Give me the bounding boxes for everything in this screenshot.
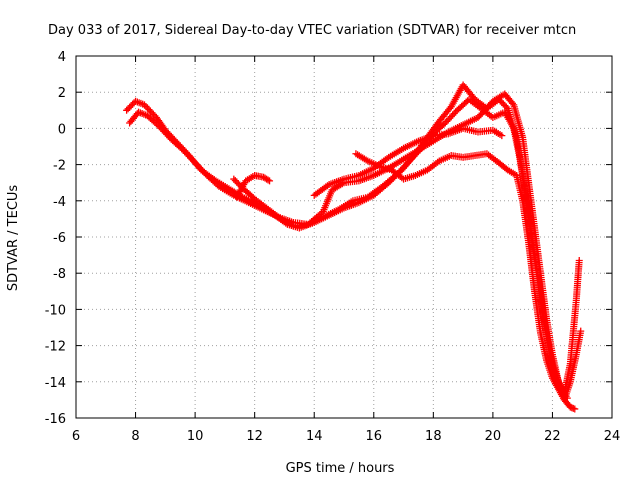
- x-tick-label: 22: [544, 429, 561, 444]
- x-tick-labels: 6 8 10 12 14 16 18 20 22 24: [72, 429, 620, 444]
- y-tick-labels: -16 -14 -12 -10 -8 -6 -4 -2 0 2 4: [45, 50, 66, 427]
- data-point: [502, 103, 510, 111]
- y-tick-label: -2: [53, 159, 66, 174]
- x-tick-label: 16: [366, 429, 383, 444]
- x-tick-label: 14: [306, 429, 323, 444]
- axis-ticks: [75, 55, 613, 419]
- series-e: [310, 124, 506, 199]
- y-tick-label: -12: [45, 340, 66, 355]
- x-tick-label: 8: [131, 429, 139, 444]
- chart-title: Day 033 of 2017, Sidereal Day-to-day VTE…: [48, 23, 576, 38]
- data-point: [323, 182, 331, 190]
- data-point: [266, 177, 274, 185]
- x-tick-label: 18: [425, 429, 442, 444]
- data-point: [577, 327, 585, 335]
- y-tick-label: -10: [45, 303, 66, 318]
- x-tick-label: 6: [72, 429, 80, 444]
- y-tick-label: 4: [58, 50, 66, 65]
- data-point: [575, 257, 583, 265]
- series-b: [126, 95, 571, 402]
- y-axis-label: SDTVAR / TECUs: [6, 185, 21, 292]
- grid-lines: [76, 56, 612, 418]
- x-tick-label: 20: [485, 429, 502, 444]
- x-tick-label: 12: [246, 429, 263, 444]
- y-tick-label: 0: [58, 122, 66, 137]
- series-f: [233, 171, 274, 201]
- data-marks: [123, 81, 585, 413]
- y-tick-label: 2: [58, 86, 66, 101]
- x-axis-label: GPS time / hours: [286, 461, 395, 476]
- y-tick-label: -8: [53, 267, 66, 282]
- x-tick-label: 10: [187, 429, 204, 444]
- y-tick-label: -16: [45, 412, 66, 427]
- data-point: [498, 132, 506, 140]
- x-tick-label: 24: [604, 429, 621, 444]
- data-point: [571, 405, 579, 413]
- y-tick-label: -6: [53, 231, 66, 246]
- data-point: [508, 99, 516, 107]
- series-d: [352, 150, 585, 404]
- series-a: [123, 81, 579, 413]
- y-tick-label: -14: [45, 376, 66, 391]
- data-point: [383, 155, 391, 163]
- y-tick-label: -4: [53, 195, 66, 210]
- data-point: [264, 176, 272, 184]
